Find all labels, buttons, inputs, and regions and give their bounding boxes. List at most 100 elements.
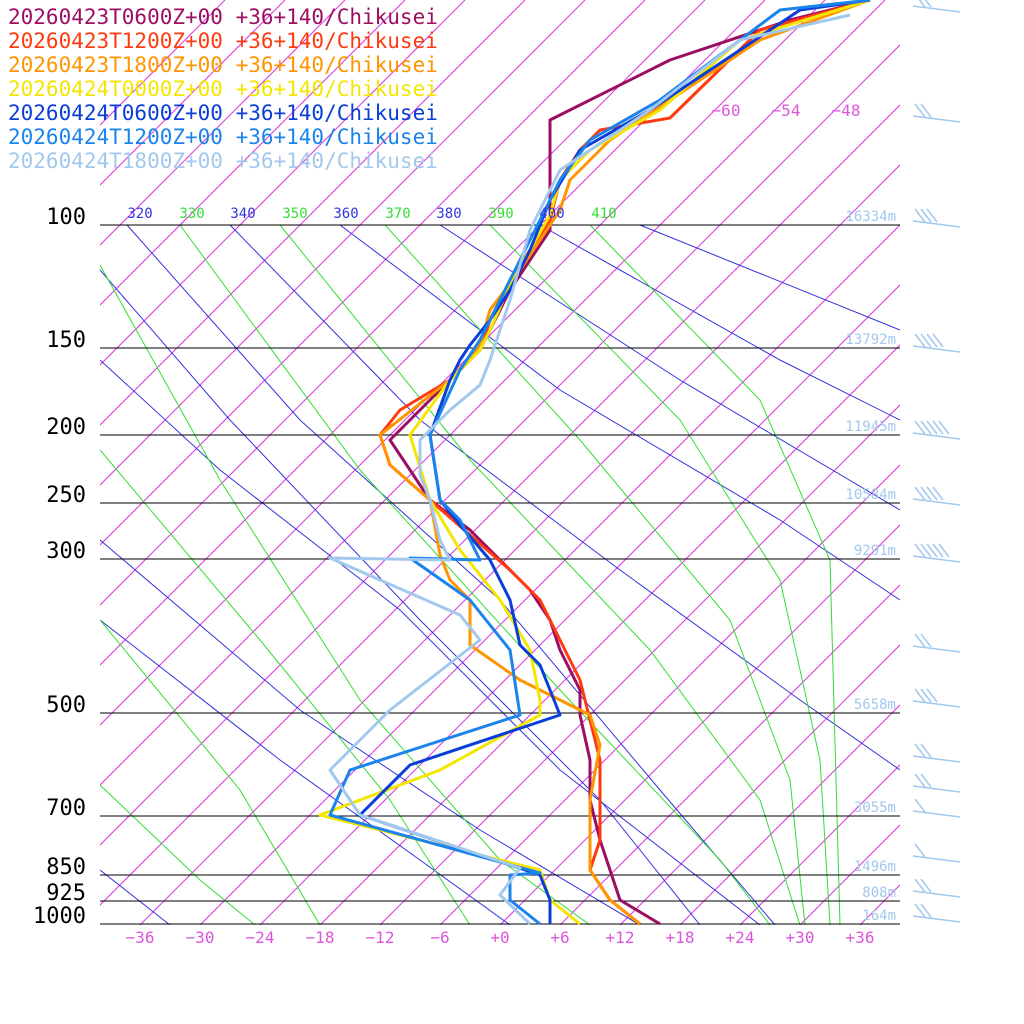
barb-shaft xyxy=(912,220,961,228)
profile-line xyxy=(378,0,871,925)
barb-shaft xyxy=(912,555,961,563)
height-label: 5658m xyxy=(854,697,896,713)
x-tick-label: +6 xyxy=(550,928,569,947)
barb-feather xyxy=(914,633,926,648)
wind-barb xyxy=(912,208,961,228)
isotherm-line xyxy=(859,884,900,925)
dry-adiabat-line xyxy=(639,224,900,331)
dry-adiabat-line xyxy=(539,224,900,421)
x-tick-label: +0 xyxy=(490,928,509,947)
dry-adiabat-lines xyxy=(100,224,900,925)
wind-barb xyxy=(912,420,961,440)
x-tick-label: −36 xyxy=(126,928,155,947)
barb-shaft xyxy=(912,345,961,353)
barb-feather xyxy=(926,543,938,558)
theta-label: 340 xyxy=(230,206,255,222)
dry-adiabat-line xyxy=(100,869,171,925)
wind-barb xyxy=(912,103,961,123)
isotherm-line xyxy=(259,284,900,925)
barb-feather xyxy=(920,543,932,558)
moist-adiabat-line xyxy=(100,264,591,925)
barb-feather xyxy=(920,878,932,893)
legend-entry: 20260423T1200Z+00 +36+140/Chikusei xyxy=(8,29,438,53)
barb-feather xyxy=(932,486,944,501)
barb-feather xyxy=(914,333,926,348)
barb-feather xyxy=(932,543,944,558)
height-label: 10584m xyxy=(845,487,896,503)
moist-adiabat-line xyxy=(279,224,801,925)
wind-barbs xyxy=(912,0,961,923)
moist-adiabat-line xyxy=(100,784,256,925)
height-label: 9291m xyxy=(854,543,896,559)
barb-feather xyxy=(926,688,938,703)
isotherm-line xyxy=(100,0,766,666)
isotherm-line xyxy=(100,0,886,786)
isotherm-line xyxy=(439,464,900,925)
moist-adiabat-lines xyxy=(100,224,841,925)
x-tick-label: −30 xyxy=(186,928,215,947)
height-label: 11945m xyxy=(845,419,896,435)
barb-shaft xyxy=(912,432,961,440)
theta-label: 380 xyxy=(436,206,461,222)
height-label: 3055m xyxy=(854,800,896,816)
barb-feather xyxy=(938,420,950,435)
isotherm-line xyxy=(139,164,900,925)
x-tick-label: −12 xyxy=(366,928,395,947)
barb-feather xyxy=(914,843,926,858)
isotherm-line xyxy=(499,524,900,925)
barb-feather xyxy=(914,798,926,813)
theta-label: 390 xyxy=(488,206,513,222)
barb-feather xyxy=(920,903,932,918)
pressure-label: 200 xyxy=(46,415,86,440)
barb-feather xyxy=(926,486,938,501)
pressure-label: 925 xyxy=(46,881,86,906)
moist-adiabat-line xyxy=(589,224,841,925)
pressure-label: 700 xyxy=(46,796,86,821)
x-tick-label: +18 xyxy=(666,928,695,947)
pressure-label: 300 xyxy=(46,539,86,564)
barb-feather xyxy=(932,333,944,348)
isotherm-label: −54 xyxy=(772,101,801,120)
axis-labels: 100 16334m 150 13792m 200 11945m 250 10584m 300 9… xyxy=(33,101,896,947)
isotherm-line xyxy=(619,644,900,925)
moist-adiabat-line xyxy=(489,224,831,925)
legend-entry: 20260424T0600Z+00 +36+140/Chikusei xyxy=(8,101,438,125)
theta-label: 410 xyxy=(591,206,616,222)
wind-barb xyxy=(912,0,961,13)
barb-feather xyxy=(920,486,932,501)
height-label: 164m xyxy=(862,908,896,924)
legend-entry: 20260423T1800Z+00 +36+140/Chikusei xyxy=(8,53,438,77)
barb-feather xyxy=(918,0,926,8)
x-tick-label: +24 xyxy=(726,928,755,947)
legend-entry: 20260424T1800Z+00 +36+140/Chikusei xyxy=(8,149,438,173)
moist-adiabat-line xyxy=(384,224,806,925)
isotherm-line xyxy=(100,0,826,726)
x-tick-label: +30 xyxy=(786,928,815,947)
barb-feather xyxy=(914,486,926,501)
barb-feather xyxy=(920,633,932,648)
theta-label: 330 xyxy=(179,206,204,222)
barb-feather xyxy=(926,208,938,223)
barb-feather xyxy=(914,543,926,558)
barb-feather xyxy=(914,208,926,223)
legend-entry: 20260424T1200Z+00 +36+140/Chikusei xyxy=(8,125,438,149)
wind-barb xyxy=(912,773,961,793)
barb-feather xyxy=(920,420,932,435)
isotherm-line xyxy=(679,704,900,925)
isotherm-line xyxy=(319,344,900,925)
dry-adiabat-line xyxy=(100,359,761,925)
barb-feather xyxy=(920,208,932,223)
barb-feather xyxy=(914,773,926,788)
theta-label: 320 xyxy=(127,206,152,222)
pressure-label: 850 xyxy=(46,855,86,880)
profile-line xyxy=(378,0,871,925)
barb-shaft xyxy=(912,890,961,898)
pressure-label: 250 xyxy=(46,483,86,508)
isotherm-label: −60 xyxy=(712,101,741,120)
barb-feather xyxy=(924,0,932,8)
height-label: 1496m xyxy=(854,859,896,875)
theta-label: 400 xyxy=(539,206,564,222)
isotherm-label: −48 xyxy=(832,101,861,120)
barb-shaft xyxy=(912,700,961,708)
pressure-label: 1000 xyxy=(33,904,86,929)
